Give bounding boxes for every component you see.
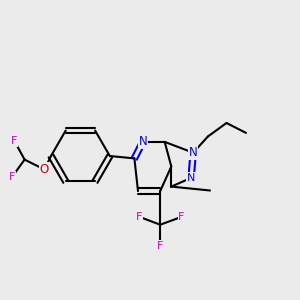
Text: F: F <box>11 136 18 146</box>
Text: F: F <box>157 241 164 251</box>
Text: F: F <box>9 172 15 182</box>
Text: O: O <box>40 163 49 176</box>
Text: N: N <box>138 135 147 148</box>
Text: N: N <box>187 173 195 183</box>
Text: F: F <box>178 212 185 222</box>
Text: F: F <box>136 212 143 222</box>
Text: N: N <box>189 146 198 159</box>
